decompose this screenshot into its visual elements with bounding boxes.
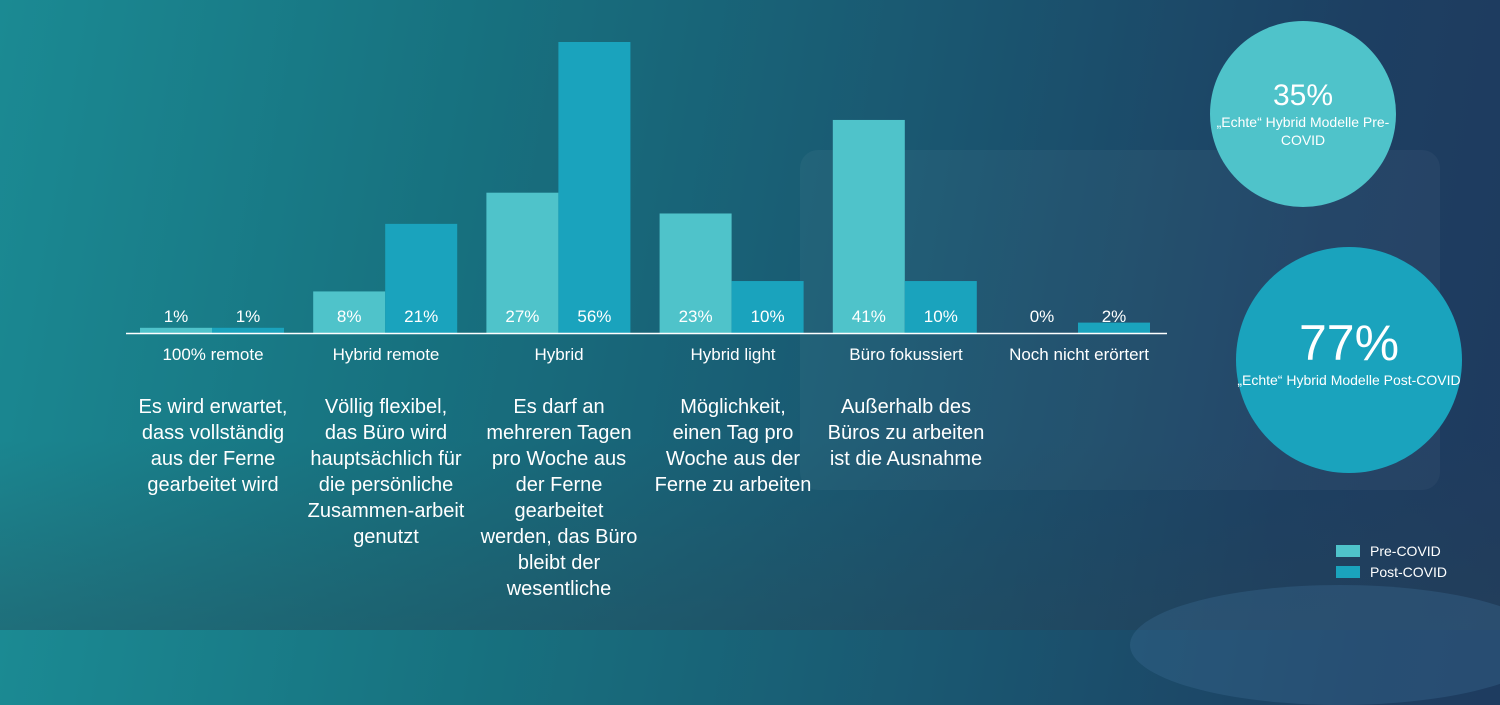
data-label-pre-covid-buero-fokussiert: 41% [852, 307, 886, 326]
bar-post-covid-noch-nicht-eroertert [1078, 322, 1150, 333]
post-covid-hybrid-percent: 77% [1298, 315, 1400, 371]
bar-post-covid-hybrid [558, 42, 631, 333]
pre-covid-hybrid-text: „Echte“ Hybrid Modelle Pre-COVID [1216, 114, 1390, 148]
legend: Pre-COVID Post-COVID [1336, 540, 1447, 582]
category-label-hybrid: Hybrid [534, 345, 584, 364]
bar-post-covid-buero-fokussiert [904, 281, 977, 333]
description-buero-fokussiert: Außerhalb des Büros zu arbeiten ist die … [827, 396, 985, 470]
data-label-pre-covid-noch-nicht-eroertert: 0% [1030, 307, 1055, 326]
bar-post-covid-100-remote [212, 327, 284, 333]
data-label-post-covid-hybrid-light: 10% [751, 307, 785, 326]
data-label-pre-covid-hybrid: 27% [505, 307, 539, 326]
bar-chart: 1% 1% 8% 21% 27% 56% 23% 10% 41% 10% 0% 2% [126, 42, 1167, 335]
bar-pre-covid-hybrid [486, 192, 559, 333]
category-label-buero-fokussiert: Büro fokussiert [849, 345, 963, 364]
category-label-100-remote: 100% remote [162, 345, 264, 364]
data-label-pre-covid-hybrid-remote: 8% [337, 307, 362, 326]
description-hybrid-light: Möglichkeit, einen Tag pro Woche aus der… [654, 396, 812, 496]
pre-covid-hybrid-percent: 35% [1272, 79, 1334, 112]
data-label-post-covid-hybrid-remote: 21% [404, 307, 438, 326]
legend-label-pre-covid: Pre-COVID [1370, 542, 1441, 559]
data-label-post-covid-hybrid: 56% [577, 307, 611, 326]
data-label-post-covid-buero-fokussiert: 10% [924, 307, 958, 326]
legend-item-pre-covid: Pre-COVID [1336, 540, 1447, 561]
bar-pre-covid-buero-fokussiert [832, 119, 905, 333]
post-covid-hybrid-text: „Echte“ Hybrid Modelle Post-COVID [1237, 372, 1461, 388]
data-label-pre-covid-hybrid-light: 23% [679, 307, 713, 326]
bar-pre-covid-100-remote [140, 327, 212, 333]
description-hybrid-remote: Völlig flexibel, das Büro wird hauptsäch… [307, 396, 465, 548]
category-label-hybrid-remote: Hybrid remote [332, 345, 440, 364]
bar-post-covid-hybrid-remote [385, 223, 458, 333]
data-label-post-covid-noch-nicht-eroertert: 2% [1102, 307, 1127, 326]
legend-swatch-pre-covid [1336, 544, 1360, 557]
legend-swatch-post-covid [1336, 565, 1360, 578]
data-label-post-covid-100-remote: 1% [236, 307, 261, 326]
description-hybrid: Es darf an mehreren Tagen pro Woche aus … [480, 396, 638, 600]
pre-covid-hybrid-circle: 35% „Echte“ Hybrid Modelle Pre-COVID [1210, 21, 1396, 207]
bar-post-covid-hybrid-light [731, 281, 804, 333]
legend-label-post-covid: Post-COVID [1370, 563, 1448, 580]
category-label-noch-nicht-eroertert: Noch nicht erörtert [1009, 345, 1149, 364]
post-covid-hybrid-circle: 77% „Echte“ Hybrid Modelle Post-COVID [1236, 247, 1462, 473]
bar-pre-covid-hybrid-remote [313, 291, 386, 333]
data-label-pre-covid-100-remote: 1% [164, 307, 189, 326]
category-label-hybrid-light: Hybrid light [690, 345, 776, 364]
description-100-remote: Es wird erwartet, dass vollständig aus d… [138, 396, 288, 496]
bar-pre-covid-hybrid-light [659, 213, 732, 333]
legend-item-post-covid: Post-COVID [1336, 561, 1447, 582]
background-ellipse [1130, 585, 1500, 705]
